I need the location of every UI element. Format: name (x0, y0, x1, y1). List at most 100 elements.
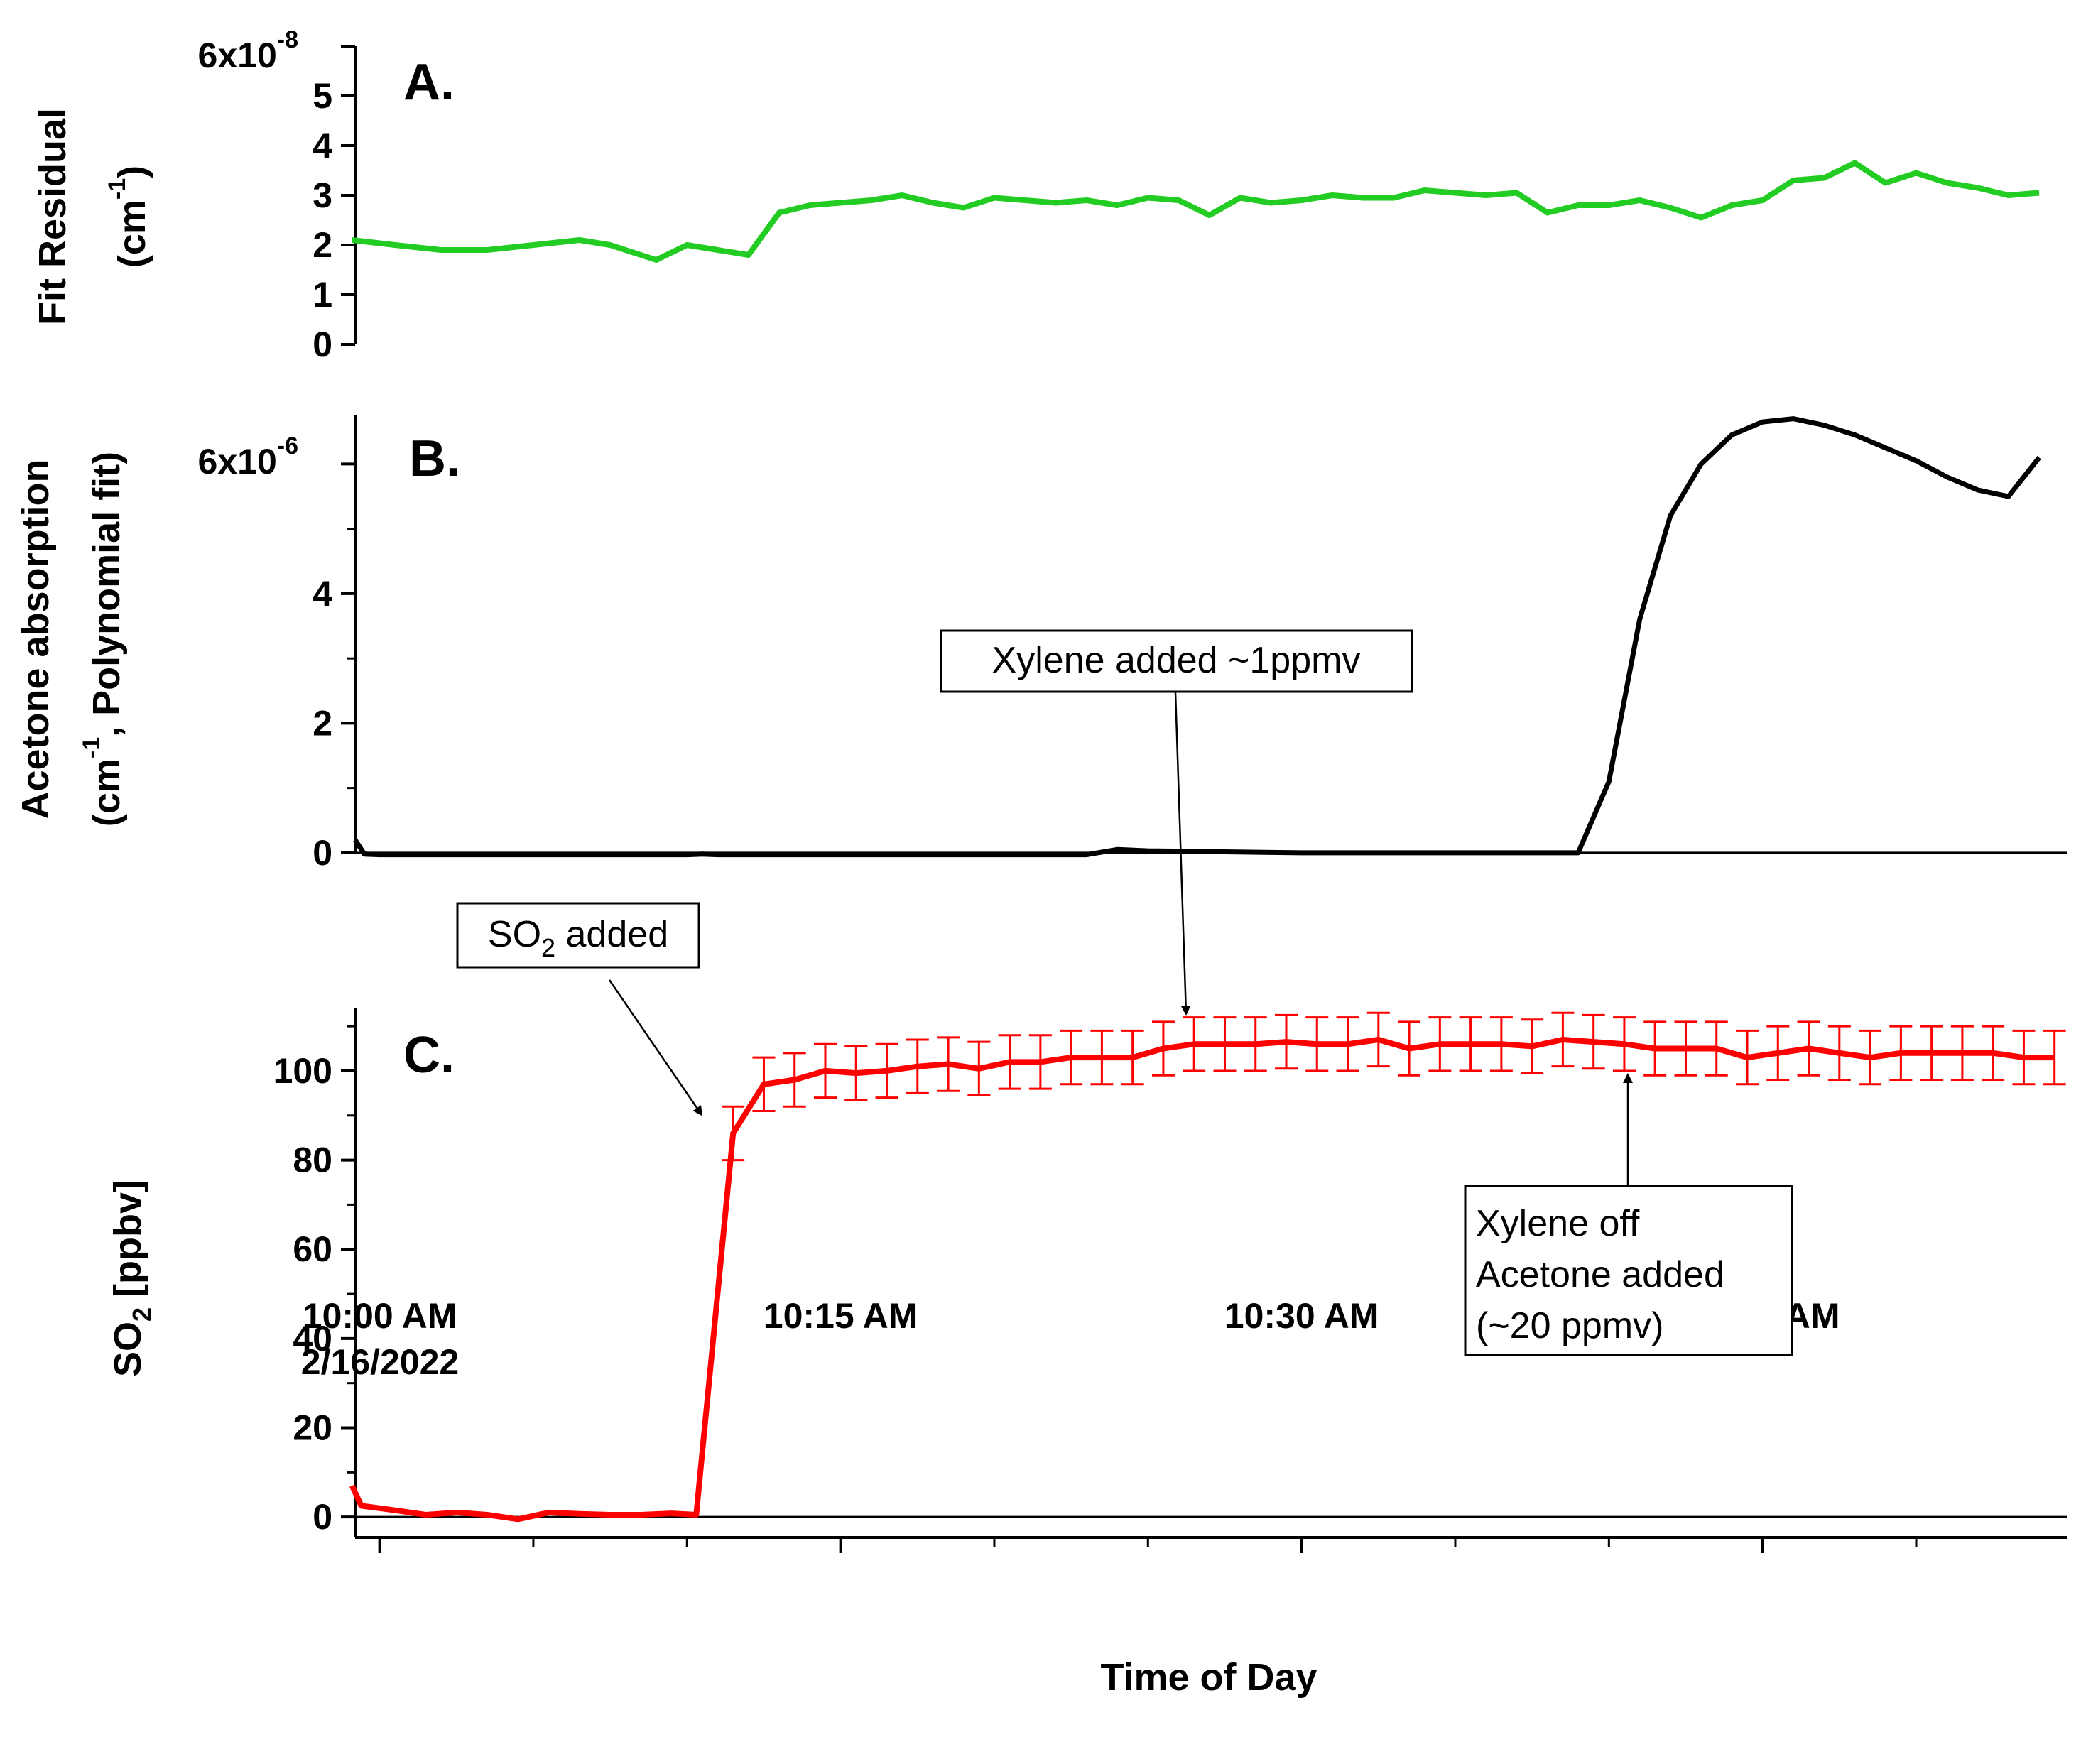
annotation-xylene-off-line2: Acetone added (1476, 1254, 1724, 1295)
data-point (1470, 1044, 1471, 1045)
data-point (1578, 205, 1579, 206)
data-point (456, 1512, 457, 1513)
data-point (656, 260, 657, 261)
data-point (856, 1073, 857, 1074)
svg-text:Acetone absorption: Acetone absorption (14, 459, 57, 819)
data-point (1071, 1057, 1072, 1058)
y-tick-label: 5 (313, 76, 332, 116)
data-point (1025, 200, 1026, 201)
data-point (1532, 1046, 1533, 1047)
data-point (1117, 849, 1118, 850)
data-point (1993, 1052, 1994, 1053)
x-axis-title: Time of Day (1100, 1656, 1317, 1699)
data-point (671, 1513, 672, 1514)
data-point (1916, 460, 1917, 461)
panel-a-y-multiplier: 6x10-8 (198, 26, 298, 75)
data-point (1747, 1057, 1748, 1058)
data-point (794, 1079, 795, 1080)
annotation-xylene-added: Xylene added ~1ppmv (940, 629, 1413, 1016)
x-tick-date: 2/16/2022 (301, 1342, 459, 1382)
data-point (1977, 187, 1978, 188)
data-point (1424, 190, 1425, 191)
y-tick-label: 3 (313, 175, 332, 215)
data-point (1086, 854, 1087, 855)
data-point (1455, 192, 1456, 193)
panel-a: 0 1 2 3 4 5 A. 6x10-8 Fit Residual (cm-1) (31, 26, 2040, 364)
data-point (1685, 1048, 1686, 1049)
data-point (1885, 447, 1886, 448)
panel-a-label: A. (403, 54, 455, 111)
series-line-b (353, 416, 2041, 858)
y-tick-label: 4 (313, 126, 332, 165)
data-point (1132, 1057, 1133, 1058)
data-point (2008, 195, 2009, 196)
y-tick-label: 0 (313, 325, 332, 364)
data-point (2008, 496, 2009, 497)
panel-c-y-axis: 0 20 40 60 80 100 (273, 1008, 2067, 1537)
y-tick-label: 0 (313, 1497, 332, 1537)
data-point (1301, 852, 1302, 853)
annotation-xylene-off-line1: Xylene off (1476, 1203, 1640, 1244)
panel-a-series (352, 160, 2040, 263)
data-point (1870, 1057, 1871, 1058)
annotation-xylene-added-text: Xylene added ~1ppmv (992, 640, 1361, 681)
data-point (1655, 1048, 1656, 1049)
panel-b-y-multiplier: 6x10-6 (198, 432, 298, 481)
data-point (1486, 195, 1487, 196)
svg-text:SO2 [ppbv]: SO2 [ppbv] (107, 1180, 156, 1377)
panel-c-series (349, 1011, 2066, 1523)
annotation-xylene-added-box (940, 629, 1413, 693)
data-point (840, 202, 841, 203)
data-point (1808, 1048, 1809, 1049)
data-point (1194, 1044, 1195, 1045)
data-point (1240, 197, 1241, 198)
data-point (610, 245, 611, 246)
data-point (687, 854, 688, 855)
panel-b-series (353, 416, 2041, 858)
data-point (355, 839, 356, 840)
y-tick-label: 2 (313, 703, 332, 743)
data-point (1762, 422, 1763, 423)
panel-b-label: B. (409, 430, 460, 487)
data-point (1762, 200, 1763, 201)
svg-text:Fit Residual: Fit Residual (31, 108, 74, 325)
y-tick-label: 60 (293, 1229, 332, 1269)
data-point (2054, 1057, 2055, 1058)
annotation-so2-added-text: SO2 added (488, 914, 668, 962)
data-point (533, 245, 534, 246)
panel-c-y-title: SO2 [ppbv] (107, 1180, 156, 1377)
data-point (717, 250, 718, 251)
data-point (1455, 852, 1456, 853)
panel-a-y-title: Fit Residual (cm-1) (31, 108, 153, 325)
data-point (2039, 457, 2040, 458)
panel-b: 0 2 4 B. 6x10-6 Acetone absorption (cm-1, … (14, 415, 2067, 873)
data-point (1209, 215, 1210, 216)
data-point (886, 1070, 887, 1071)
y-tick-label: 1 (313, 275, 332, 315)
data-point (2039, 192, 2040, 193)
data-point (1055, 202, 1056, 203)
annotation-xylene-off-box (1464, 1185, 1793, 1356)
data-point (579, 240, 580, 241)
data-point (902, 195, 903, 196)
data-point (687, 245, 688, 246)
data-point (1639, 619, 1640, 620)
y-tick-label: 80 (293, 1140, 332, 1180)
data-point (825, 1070, 826, 1071)
data-point (1516, 192, 1517, 193)
data-point (1578, 852, 1579, 853)
data-point (1117, 205, 1118, 206)
data-point (1224, 1044, 1225, 1045)
data-point (379, 854, 380, 855)
panel-b-y-title: Acetone absorption (cm-1, Polynomial fit… (14, 452, 128, 827)
x-tick-label: 10:00 AM (303, 1296, 457, 1336)
data-point (1409, 1048, 1410, 1049)
svg-text:(cm-1): (cm-1) (104, 165, 153, 268)
svg-text:(cm-1, Polynomial fit): (cm-1, Polynomial fit) (78, 452, 128, 827)
data-point (1931, 1052, 1932, 1053)
data-point (1977, 489, 1978, 490)
data-point (533, 854, 534, 855)
data-point (994, 197, 995, 198)
data-point (1701, 217, 1702, 218)
data-point (2023, 1057, 2024, 1058)
